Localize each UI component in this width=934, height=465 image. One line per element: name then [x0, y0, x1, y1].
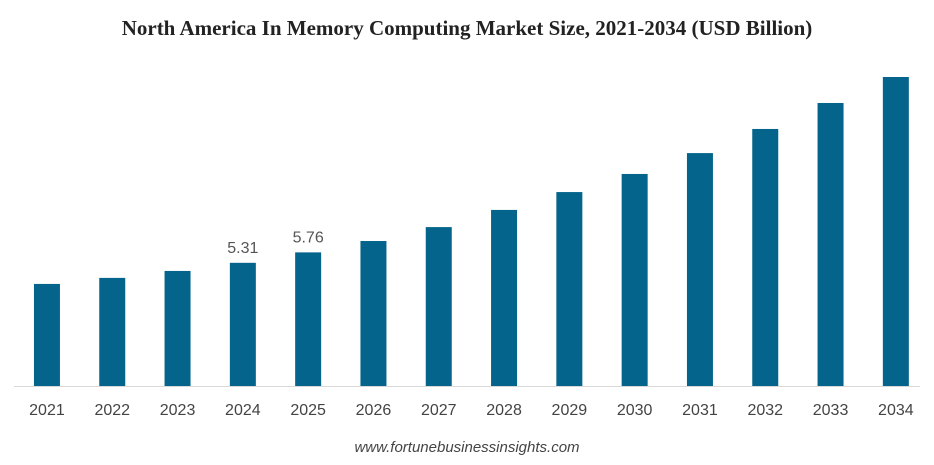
x-tick-label: 2034	[878, 402, 914, 419]
source: www.fortunebusinessinsights.com	[354, 439, 579, 456]
bar	[425, 227, 452, 386]
x-tick-label: 2025	[290, 402, 326, 419]
bar	[621, 173, 648, 386]
x-tick-label: 2028	[486, 402, 522, 419]
x-tick-label: 2031	[682, 402, 718, 419]
bar	[752, 128, 779, 386]
x-tick-label: 2033	[813, 402, 849, 419]
x-tick-label: 2023	[160, 402, 196, 419]
value-label: 5.76	[293, 230, 324, 247]
bar	[295, 252, 322, 386]
x-tick-label: 2022	[94, 402, 130, 419]
bar	[556, 192, 583, 386]
x-tick-label: 2029	[552, 402, 588, 419]
bar	[686, 153, 713, 386]
x-tick-label: 2030	[617, 402, 653, 419]
x-tick-label: 2024	[225, 402, 261, 419]
value-label: 5.31	[227, 240, 258, 257]
bar	[360, 241, 387, 386]
bar	[491, 209, 518, 386]
x-tick-label: 2026	[356, 402, 392, 419]
x-tick-label: 2021	[29, 402, 65, 419]
chart-title: North America In Memory Computing Market…	[122, 16, 813, 40]
bar	[229, 262, 256, 386]
bar	[33, 283, 60, 386]
bar	[817, 102, 844, 386]
bar	[99, 277, 126, 386]
bar	[882, 77, 909, 386]
x-tick-label: 2027	[421, 402, 457, 419]
bar	[164, 270, 191, 386]
x-tick-label: 2032	[747, 402, 783, 419]
